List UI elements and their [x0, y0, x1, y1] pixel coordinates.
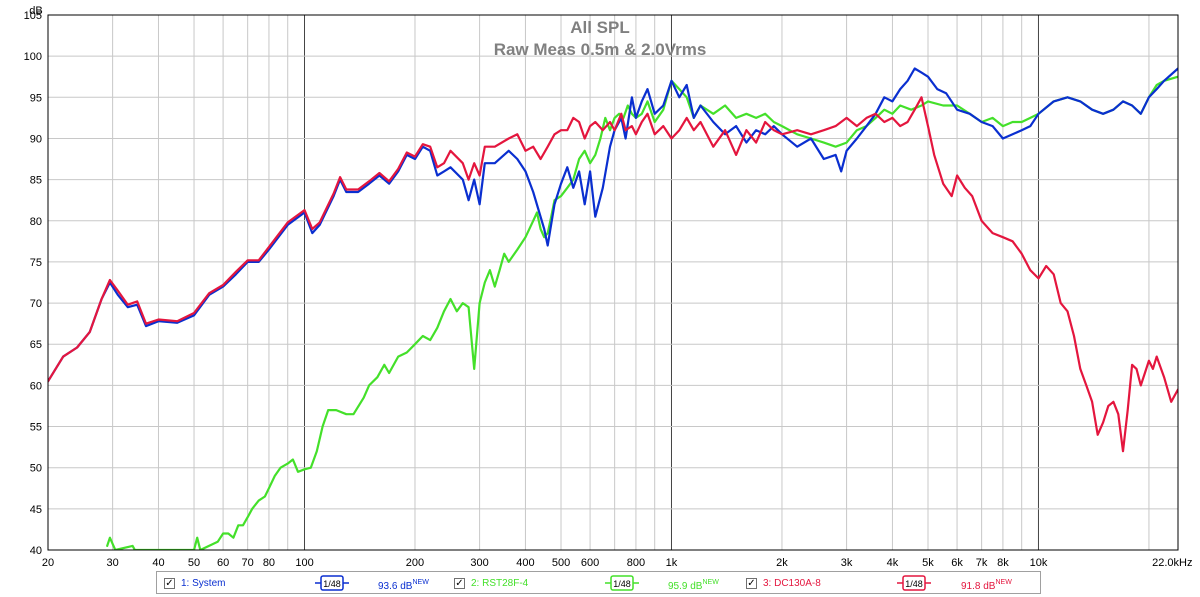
series-line-rst28f-4	[106, 75, 1178, 550]
y-tick-label: 105	[24, 10, 42, 22]
y-tick-label: 90	[30, 133, 42, 145]
x-tick-label: 1k	[666, 557, 678, 569]
x-tick-label: 8k	[997, 557, 1009, 569]
series-line-system	[48, 67, 1178, 383]
y-tick-label: 95	[30, 92, 42, 104]
y-tick-label: 60	[30, 380, 42, 392]
y-tick-label: 55	[30, 422, 42, 434]
legend-label-dc130a: 3: DC130A-8	[763, 577, 821, 589]
legend-value-text-rst28f: 95.9 dB	[668, 581, 703, 592]
x-tick-label: 40	[152, 557, 164, 569]
legend-new-tag-dc130a: NEW	[995, 579, 1012, 586]
legend-smoothing-text-system: 1/48	[323, 579, 341, 589]
spl-chart: 40 45 50 55 60 65 70 75 80 85 90 95 100 105 20 30 40 50 60…	[24, 5, 1193, 569]
legend-smoothing-rst28f[interactable]: 1/48	[605, 575, 639, 591]
legend-bar: ✓ 1: System 1/48 93.6 dBNEW ✓ 2: RST28F-…	[156, 571, 1041, 594]
legend-entry-dc130a[interactable]: ✓ 3: DC130A-8	[746, 575, 821, 591]
y-tick-label: 85	[30, 175, 42, 187]
x-tick-label: 22.0kHz	[1152, 557, 1192, 569]
plot-frame	[47, 14, 1179, 551]
x-tick-label: 6k	[951, 557, 963, 569]
x-tick-label: 7k	[976, 557, 988, 569]
legend-label-system: 1: System	[181, 577, 226, 589]
x-tick-label: 300	[470, 557, 488, 569]
x-tick-label: 4k	[887, 557, 899, 569]
chart-title: All SPL	[570, 18, 630, 37]
series-line-dc130a-8	[48, 96, 1178, 453]
legend-new-tag-rst28f: NEW	[702, 579, 719, 586]
legend-value-dc130a: 91.8 dBNEW	[961, 575, 1012, 592]
y-tick-label: 50	[30, 463, 42, 475]
legend-smoothing-text-dc130a: 1/48	[905, 579, 923, 589]
legend-value-system: 93.6 dBNEW	[378, 575, 429, 592]
legend-smoothing-system[interactable]: 1/48	[315, 575, 349, 591]
legend-value-text-system: 93.6 dB	[378, 581, 413, 592]
legend-smoothing-text-rst28f: 1/48	[613, 579, 631, 589]
x-tick-label: 30	[106, 557, 118, 569]
x-tick-label: 80	[263, 557, 275, 569]
x-tick-label: 200	[406, 557, 424, 569]
legend-checkbox-system[interactable]: ✓	[164, 577, 175, 589]
legend-entry-system[interactable]: ✓ 1: System	[164, 575, 225, 591]
x-tick-label: 500	[552, 557, 570, 569]
x-tick-label: 20	[42, 557, 54, 569]
y-tick-label: 45	[30, 504, 42, 516]
x-tick-label: 100	[295, 557, 313, 569]
legend-value-rst28f: 95.9 dBNEW	[668, 575, 719, 592]
chart-grid	[48, 15, 1178, 550]
x-tick-label: 60	[217, 557, 229, 569]
x-tick-label: 400	[516, 557, 534, 569]
x-tick-label: 800	[627, 557, 645, 569]
x-tick-label: 600	[581, 557, 599, 569]
legend-checkbox-dc130a[interactable]: ✓	[746, 577, 757, 589]
chart-ticks: 40 45 50 55 60 65 70 75 80 85 90 95 100 105 20 30 40 50 60…	[24, 10, 1193, 569]
legend-new-tag-system: NEW	[412, 579, 429, 586]
x-tick-label: 50	[188, 557, 200, 569]
x-tick-label: 70	[242, 557, 254, 569]
y-tick-label: 65	[30, 339, 42, 351]
y-tick-label: 80	[30, 216, 42, 228]
y-tick-label: 75	[30, 257, 42, 269]
legend-smoothing-dc130a[interactable]: 1/48	[897, 575, 931, 591]
chart-subtitle: Raw Meas 0.5m & 2.0Vrms	[494, 40, 707, 59]
chart-series	[48, 67, 1178, 550]
y-tick-label: 40	[30, 545, 42, 557]
y-axis-label: dB	[29, 5, 42, 17]
x-tick-label: 5k	[922, 557, 934, 569]
legend-entry-rst28f[interactable]: ✓ 2: RST28F-4	[454, 575, 528, 591]
legend-label-rst28f: 2: RST28F-4	[471, 577, 529, 589]
x-tick-label: 10k	[1030, 557, 1048, 569]
legend-value-text-dc130a: 91.8 dB	[961, 581, 996, 592]
x-tick-label: 2k	[776, 557, 788, 569]
y-tick-label: 70	[30, 298, 42, 310]
legend-checkbox-rst28f[interactable]: ✓	[454, 577, 465, 589]
y-tick-label: 100	[24, 51, 42, 63]
x-tick-label: 3k	[841, 557, 853, 569]
